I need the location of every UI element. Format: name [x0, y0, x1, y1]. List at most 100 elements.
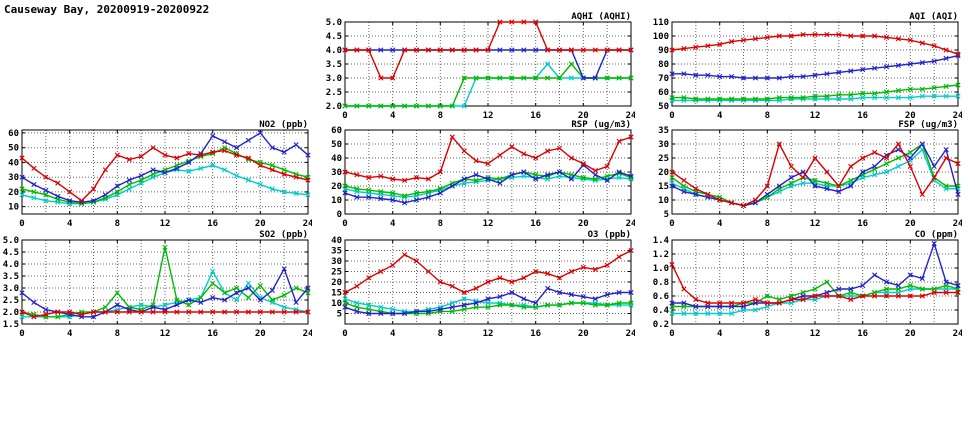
- svg-text:30: 30: [658, 140, 669, 150]
- svg-text:16: 16: [530, 219, 541, 229]
- chart-rsp: 0 4 8 12 16 20 24 0 10 20 30 40 50 60 RSP (ug/m3): [319, 118, 637, 230]
- svg-text:30: 30: [8, 173, 19, 183]
- svg-text:0: 0: [342, 111, 347, 121]
- svg-text:60: 60: [8, 129, 19, 139]
- svg-text:100: 100: [653, 32, 669, 42]
- svg-text:24: 24: [626, 111, 635, 121]
- svg-text:4: 4: [390, 111, 396, 121]
- svg-text:24: 24: [303, 329, 312, 339]
- svg-text:50: 50: [658, 102, 669, 112]
- svg-text:0: 0: [669, 219, 674, 229]
- svg-text:50: 50: [8, 144, 19, 154]
- svg-text:SO2 (ppb): SO2 (ppb): [259, 230, 308, 240]
- svg-text:0: 0: [669, 111, 674, 121]
- svg-text:24: 24: [953, 329, 962, 339]
- svg-text:16: 16: [857, 329, 868, 339]
- svg-text:90: 90: [658, 46, 669, 56]
- svg-text:70: 70: [658, 74, 669, 84]
- svg-text:10: 10: [8, 203, 19, 213]
- svg-text:24: 24: [303, 219, 312, 229]
- svg-text:4: 4: [717, 329, 723, 339]
- chart-svg: 0 4 8 12 16 20 24 0 10 20 30 40 50 60 RSP (ug/m3): [331, 120, 637, 229]
- svg-text:16: 16: [207, 219, 218, 229]
- svg-text:12: 12: [483, 219, 494, 229]
- svg-text:10: 10: [331, 299, 342, 309]
- svg-text:4.5: 4.5: [3, 248, 19, 258]
- svg-text:20: 20: [331, 182, 342, 192]
- svg-text:35: 35: [658, 126, 669, 136]
- svg-text:4.0: 4.0: [326, 46, 342, 56]
- svg-text:50: 50: [331, 140, 342, 150]
- page-title: Causeway Bay, 20200919-20200922: [4, 3, 210, 16]
- svg-text:2.0: 2.0: [3, 308, 19, 318]
- svg-text:16: 16: [207, 329, 218, 339]
- svg-text:24: 24: [626, 219, 635, 229]
- chart-svg: 0 4 8 12 16 20 24 10 20 30 40 50 60 NO2 (ppb): [8, 120, 314, 229]
- svg-text:15: 15: [658, 182, 669, 192]
- svg-text:40: 40: [331, 236, 342, 246]
- svg-text:12: 12: [160, 329, 171, 339]
- svg-text:5.0: 5.0: [3, 236, 19, 246]
- svg-text:20: 20: [255, 329, 266, 339]
- chart-svg: 0 4 8 12 16 20 24 0.2 0.4 0.6 0.8 1.0 1.2 1.4 CO (ppm): [653, 230, 964, 339]
- svg-text:20: 20: [905, 111, 916, 121]
- svg-text:1.5: 1.5: [3, 320, 19, 330]
- svg-text:O3 (ppb): O3 (ppb): [588, 230, 631, 240]
- svg-text:8: 8: [115, 329, 120, 339]
- svg-text:20: 20: [578, 111, 589, 121]
- svg-text:24: 24: [953, 111, 962, 121]
- svg-text:10: 10: [331, 196, 342, 206]
- svg-text:0: 0: [19, 329, 24, 339]
- svg-text:20: 20: [255, 219, 266, 229]
- svg-text:1.4: 1.4: [653, 236, 670, 246]
- svg-text:16: 16: [857, 111, 868, 121]
- svg-text:4.5: 4.5: [326, 32, 342, 42]
- svg-text:0: 0: [669, 329, 674, 339]
- svg-text:12: 12: [483, 329, 494, 339]
- svg-text:3.0: 3.0: [326, 74, 342, 84]
- svg-text:12: 12: [810, 329, 821, 339]
- svg-text:80: 80: [658, 60, 669, 70]
- svg-text:60: 60: [331, 126, 342, 136]
- svg-text:4: 4: [717, 111, 723, 121]
- svg-text:2.5: 2.5: [326, 88, 342, 98]
- svg-text:30: 30: [331, 168, 342, 178]
- svg-text:12: 12: [810, 111, 821, 121]
- svg-text:20: 20: [8, 188, 19, 198]
- svg-text:5.0: 5.0: [326, 18, 342, 28]
- svg-text:60: 60: [658, 88, 669, 98]
- svg-text:24: 24: [626, 329, 635, 339]
- svg-text:20: 20: [578, 329, 589, 339]
- svg-text:30: 30: [331, 257, 342, 267]
- svg-text:8: 8: [438, 329, 443, 339]
- svg-text:16: 16: [530, 329, 541, 339]
- svg-text:8: 8: [438, 111, 443, 121]
- svg-text:RSP (ug/m3): RSP (ug/m3): [571, 120, 631, 130]
- chart-no2: 0 4 8 12 16 20 24 10 20 30 40 50 60 NO2 (ppb): [0, 118, 314, 230]
- svg-text:40: 40: [8, 158, 19, 168]
- svg-text:FSP (ug/m3): FSP (ug/m3): [898, 120, 958, 130]
- svg-text:AQI (AQI): AQI (AQI): [909, 12, 958, 22]
- chart-svg: 0 4 8 12 16 20 24 1.5 2.0 2.5 3.0 3.5 4.0 4.5 5.0 SO2 (…: [3, 230, 314, 339]
- svg-text:3.5: 3.5: [3, 272, 19, 282]
- svg-text:2.0: 2.0: [326, 102, 342, 112]
- svg-text:12: 12: [160, 219, 171, 229]
- svg-text:1.2: 1.2: [653, 250, 669, 260]
- svg-text:4: 4: [67, 219, 73, 229]
- chart-fsp: 0 4 8 12 16 20 24 5 10 15 20 25 30 35 FSP (ug/m3): [646, 118, 964, 230]
- svg-text:20: 20: [658, 168, 669, 178]
- svg-text:12: 12: [483, 111, 494, 121]
- svg-text:15: 15: [331, 289, 342, 299]
- svg-text:20: 20: [331, 278, 342, 288]
- chart-svg: 0 4 8 12 16 20 24 5 10 15 20 25 30 35 FSP (ug/m3): [658, 120, 964, 229]
- svg-text:5: 5: [664, 210, 669, 220]
- svg-text:8: 8: [438, 219, 443, 229]
- chart-co: 0 4 8 12 16 20 24 0.2 0.4 0.6 0.8 1.0 1.2 1.4 CO (ppm): [646, 228, 964, 340]
- chart-aqi: 0 4 8 12 16 20 24 50 60 70 80 90 100 110 AQI (AQI): [646, 10, 964, 122]
- svg-text:20: 20: [905, 329, 916, 339]
- svg-text:0: 0: [337, 210, 342, 220]
- svg-text:16: 16: [530, 111, 541, 121]
- svg-text:0.8: 0.8: [653, 278, 669, 288]
